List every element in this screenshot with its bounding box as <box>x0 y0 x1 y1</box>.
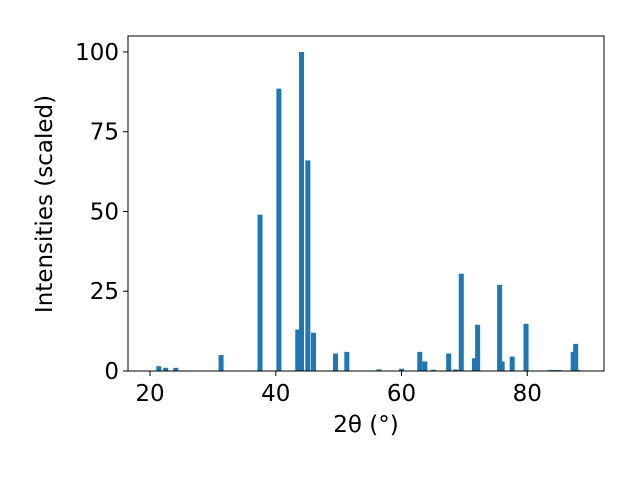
bar <box>422 361 428 371</box>
bar <box>257 214 263 371</box>
x-tick-label: 20 <box>135 381 164 407</box>
y-tick-label: 50 <box>90 199 119 225</box>
bar <box>475 324 481 371</box>
y-axis-label: Intensities (scaled) <box>32 95 58 313</box>
bar <box>471 358 477 371</box>
bar <box>446 353 452 371</box>
y-tick-label: 0 <box>104 359 119 385</box>
bar <box>295 329 301 371</box>
bar <box>310 332 317 371</box>
x-axis-label: 2θ (°) <box>333 412 398 438</box>
bar <box>218 355 224 371</box>
bar <box>305 160 311 371</box>
x-tick-label: 40 <box>261 381 290 407</box>
x-tick-label: 60 <box>387 381 416 407</box>
bar <box>509 356 515 371</box>
bar <box>573 343 579 371</box>
bar <box>376 369 382 371</box>
bar <box>499 361 505 371</box>
bar <box>332 353 339 371</box>
bar <box>458 273 464 371</box>
bar <box>163 367 169 371</box>
x-tick-label: 80 <box>513 381 542 407</box>
bar <box>417 351 423 371</box>
bar <box>344 351 350 371</box>
y-tick-label: 25 <box>90 279 119 305</box>
bar <box>453 369 459 371</box>
bar <box>399 368 405 371</box>
bar <box>156 366 162 371</box>
y-tick-label: 100 <box>75 40 119 66</box>
bar <box>299 51 305 371</box>
bar <box>431 369 437 371</box>
y-tick-label: 75 <box>90 120 119 146</box>
bar <box>523 323 529 371</box>
bar <box>173 367 179 371</box>
bar <box>276 88 282 372</box>
bar <box>497 284 503 371</box>
plot-frame <box>127 35 605 372</box>
